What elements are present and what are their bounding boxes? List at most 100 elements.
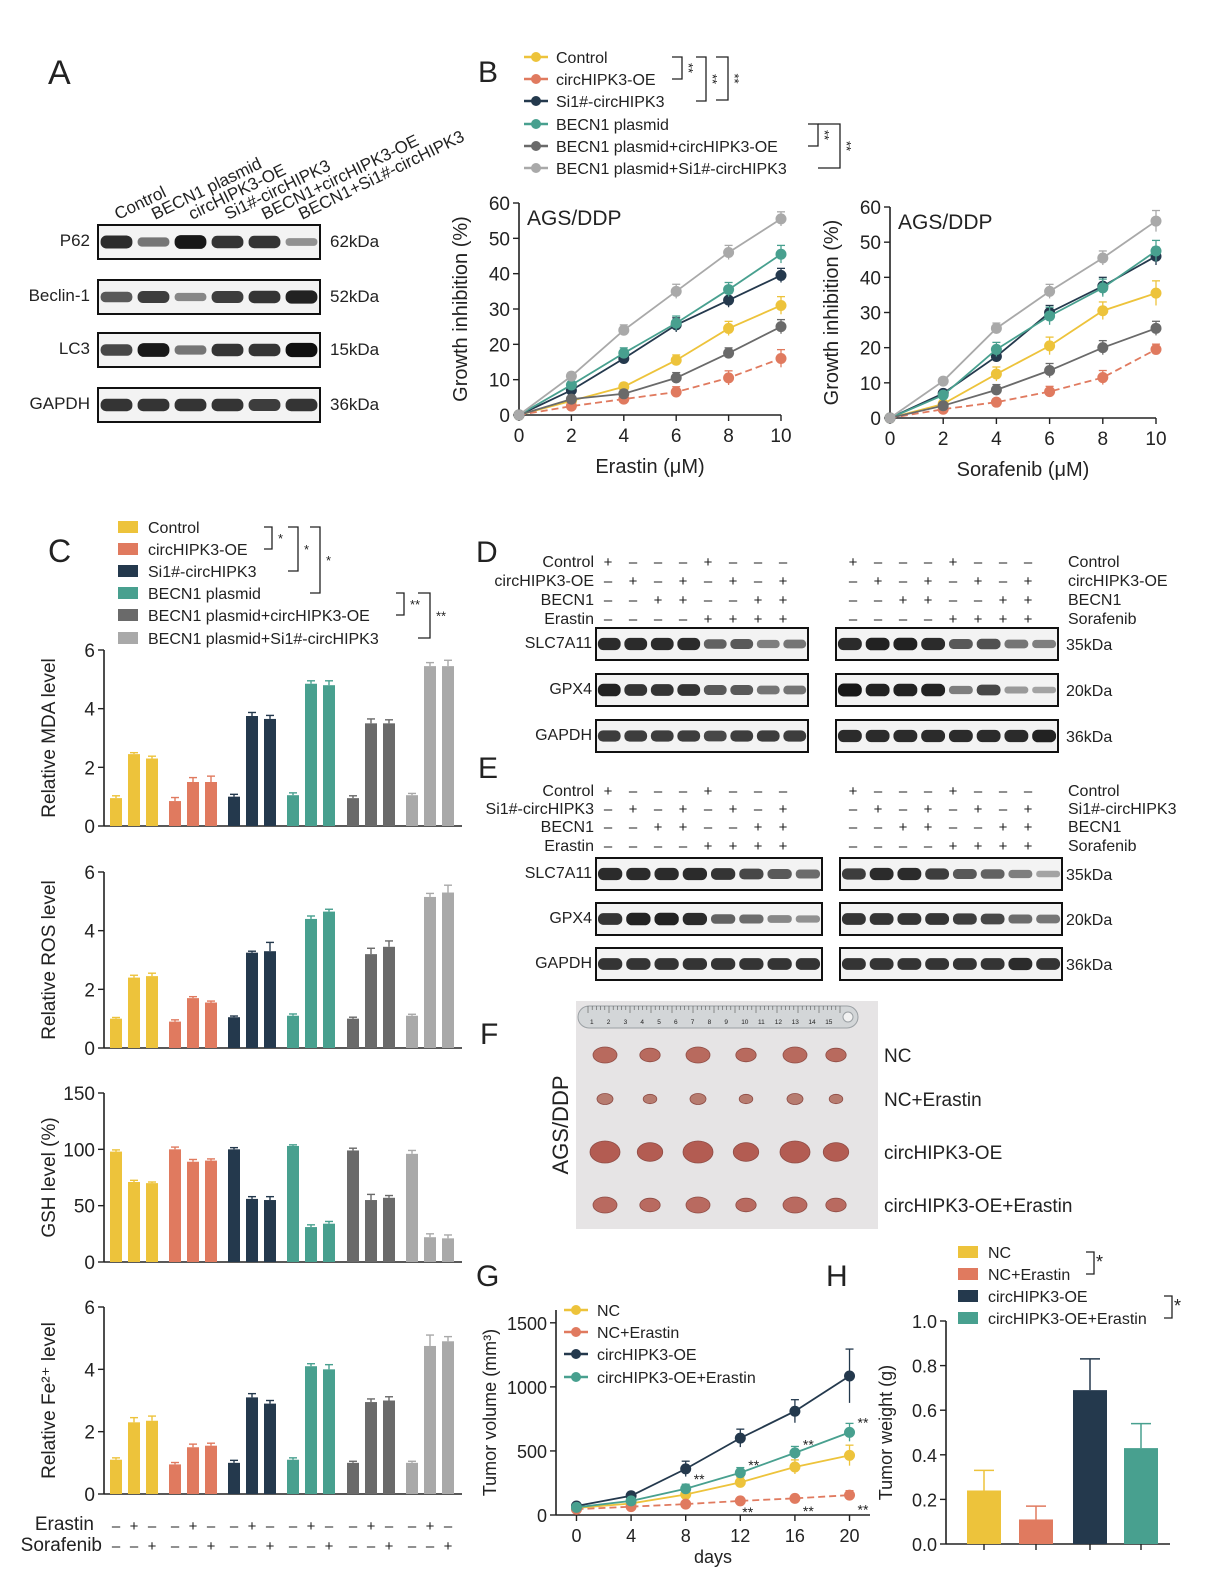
ruler-number: 8 — [708, 1019, 712, 1026]
blot-size: 20kDa — [1066, 912, 1112, 929]
blot-left-band — [654, 958, 679, 970]
series-line — [518, 274, 782, 416]
data-point — [775, 213, 787, 225]
tumor — [822, 1142, 850, 1162]
panel-g-tumor-volume: NC NC+Erastin circHIPK3-OE circHIPK3-OE+Era… — [480, 1303, 870, 1567]
sign: – — [1024, 554, 1033, 571]
data-point — [1044, 285, 1056, 297]
sig-mark: ** — [803, 1436, 814, 1452]
x-axis-label: Sorafenib (μM) — [957, 459, 1090, 481]
y-axis-label: Relative MDA level — [39, 658, 60, 817]
bar — [228, 1017, 240, 1048]
blot-left-band — [783, 730, 807, 742]
legend-marker — [531, 74, 541, 84]
data-point — [625, 1495, 637, 1507]
blot-right-band — [893, 729, 918, 743]
blot-left-band — [703, 730, 727, 742]
bar — [406, 795, 418, 826]
sign: + — [207, 1538, 216, 1555]
sign: – — [729, 554, 738, 571]
sig-mark: ** — [727, 73, 742, 83]
y-tick-label: 0 — [84, 1253, 95, 1274]
blot-a-lc3-box — [97, 332, 321, 368]
data-point — [844, 1449, 856, 1461]
condition-label: Erastin — [544, 838, 594, 855]
legend-label: BECN1 plasmid+circHIPK3-OE — [148, 608, 370, 625]
sig-bracket — [418, 592, 431, 639]
blot-label: GPX4 — [549, 910, 592, 927]
data-point — [789, 1461, 801, 1473]
series-line — [889, 348, 1157, 419]
data-point — [723, 294, 735, 306]
bar — [442, 892, 454, 1048]
condition-label: Sorafenib — [1068, 611, 1137, 628]
bar — [365, 954, 377, 1048]
bar — [365, 1200, 377, 1262]
sign: + — [999, 838, 1008, 855]
blot-right-band — [869, 913, 894, 925]
sign: – — [779, 783, 788, 800]
blot-left-band — [677, 730, 701, 742]
legend-label: NC — [988, 1245, 1011, 1262]
legend-label: circHIPK3-OE+Erastin — [988, 1311, 1147, 1328]
legend-marker — [571, 1305, 581, 1315]
bar — [406, 1462, 418, 1494]
data-point — [723, 284, 735, 296]
blot-right-band — [952, 869, 977, 879]
blot-a-gapdh-band — [248, 399, 281, 411]
y-tick-label: 0 — [84, 1485, 95, 1506]
series-line — [518, 304, 782, 416]
data-point — [1097, 342, 1109, 354]
sign: – — [604, 592, 613, 609]
sign: – — [949, 819, 958, 836]
x-tick-label: 8 — [1098, 429, 1109, 450]
blot-left-band — [682, 867, 708, 881]
bar — [228, 1462, 240, 1494]
legend-label: Si1#-circHIPK3 — [148, 564, 257, 581]
blot-right-band — [948, 685, 973, 695]
tumor — [636, 1142, 664, 1162]
legend-marker — [531, 119, 541, 129]
data-point — [1150, 343, 1162, 355]
panel-letter-h: H — [826, 1260, 848, 1293]
blot-right-band — [980, 913, 1005, 925]
bar — [169, 1149, 181, 1262]
sign: + — [974, 801, 983, 818]
y-tick-label: 6 — [84, 641, 95, 662]
condition-label: Si1#-circHIPK3 — [1068, 801, 1177, 818]
data-point — [565, 379, 577, 391]
sig-mark: ** — [705, 74, 720, 84]
series-line — [889, 220, 1157, 419]
y-tick-label: 1000 — [507, 1378, 547, 1398]
blot-right-band — [976, 638, 1001, 650]
x-axis-label: Erastin (μM) — [595, 456, 704, 478]
sign: – — [349, 1518, 358, 1535]
blot-size: 36kDa — [1066, 729, 1112, 746]
x-tick-label: 8 — [723, 426, 734, 447]
tumor — [592, 1196, 618, 1214]
condition-label: circHIPK3-OE — [494, 573, 594, 590]
y-tick-label: 0.6 — [912, 1401, 937, 1421]
bar — [442, 1238, 454, 1262]
data-point — [723, 322, 735, 334]
panel-c-bar-charts: Control circHIPK3-OE Si1#-circHIPK3 BECN1 p… — [21, 520, 462, 1556]
y-tick-label: 4 — [84, 700, 95, 721]
y-tick-label: 40 — [860, 268, 881, 289]
blot-right-band — [1036, 870, 1061, 878]
y-tick-label: 10 — [860, 374, 881, 395]
legend-label: NC+Erastin — [988, 1267, 1070, 1284]
condition-label: BECN1 — [541, 819, 594, 836]
data-point — [723, 372, 735, 384]
sign: + — [1024, 801, 1033, 818]
blot-left-band — [624, 637, 648, 651]
data-point — [1044, 386, 1056, 398]
ruler-number: 12 — [775, 1019, 783, 1026]
sign: – — [171, 1518, 180, 1535]
y-tick-label: 20 — [860, 339, 881, 360]
sign: – — [779, 554, 788, 571]
condition-label: BECN1 — [1068, 592, 1121, 609]
blot-a-p62-band — [211, 235, 244, 249]
legend-swatch — [118, 632, 138, 644]
bar — [264, 718, 276, 826]
